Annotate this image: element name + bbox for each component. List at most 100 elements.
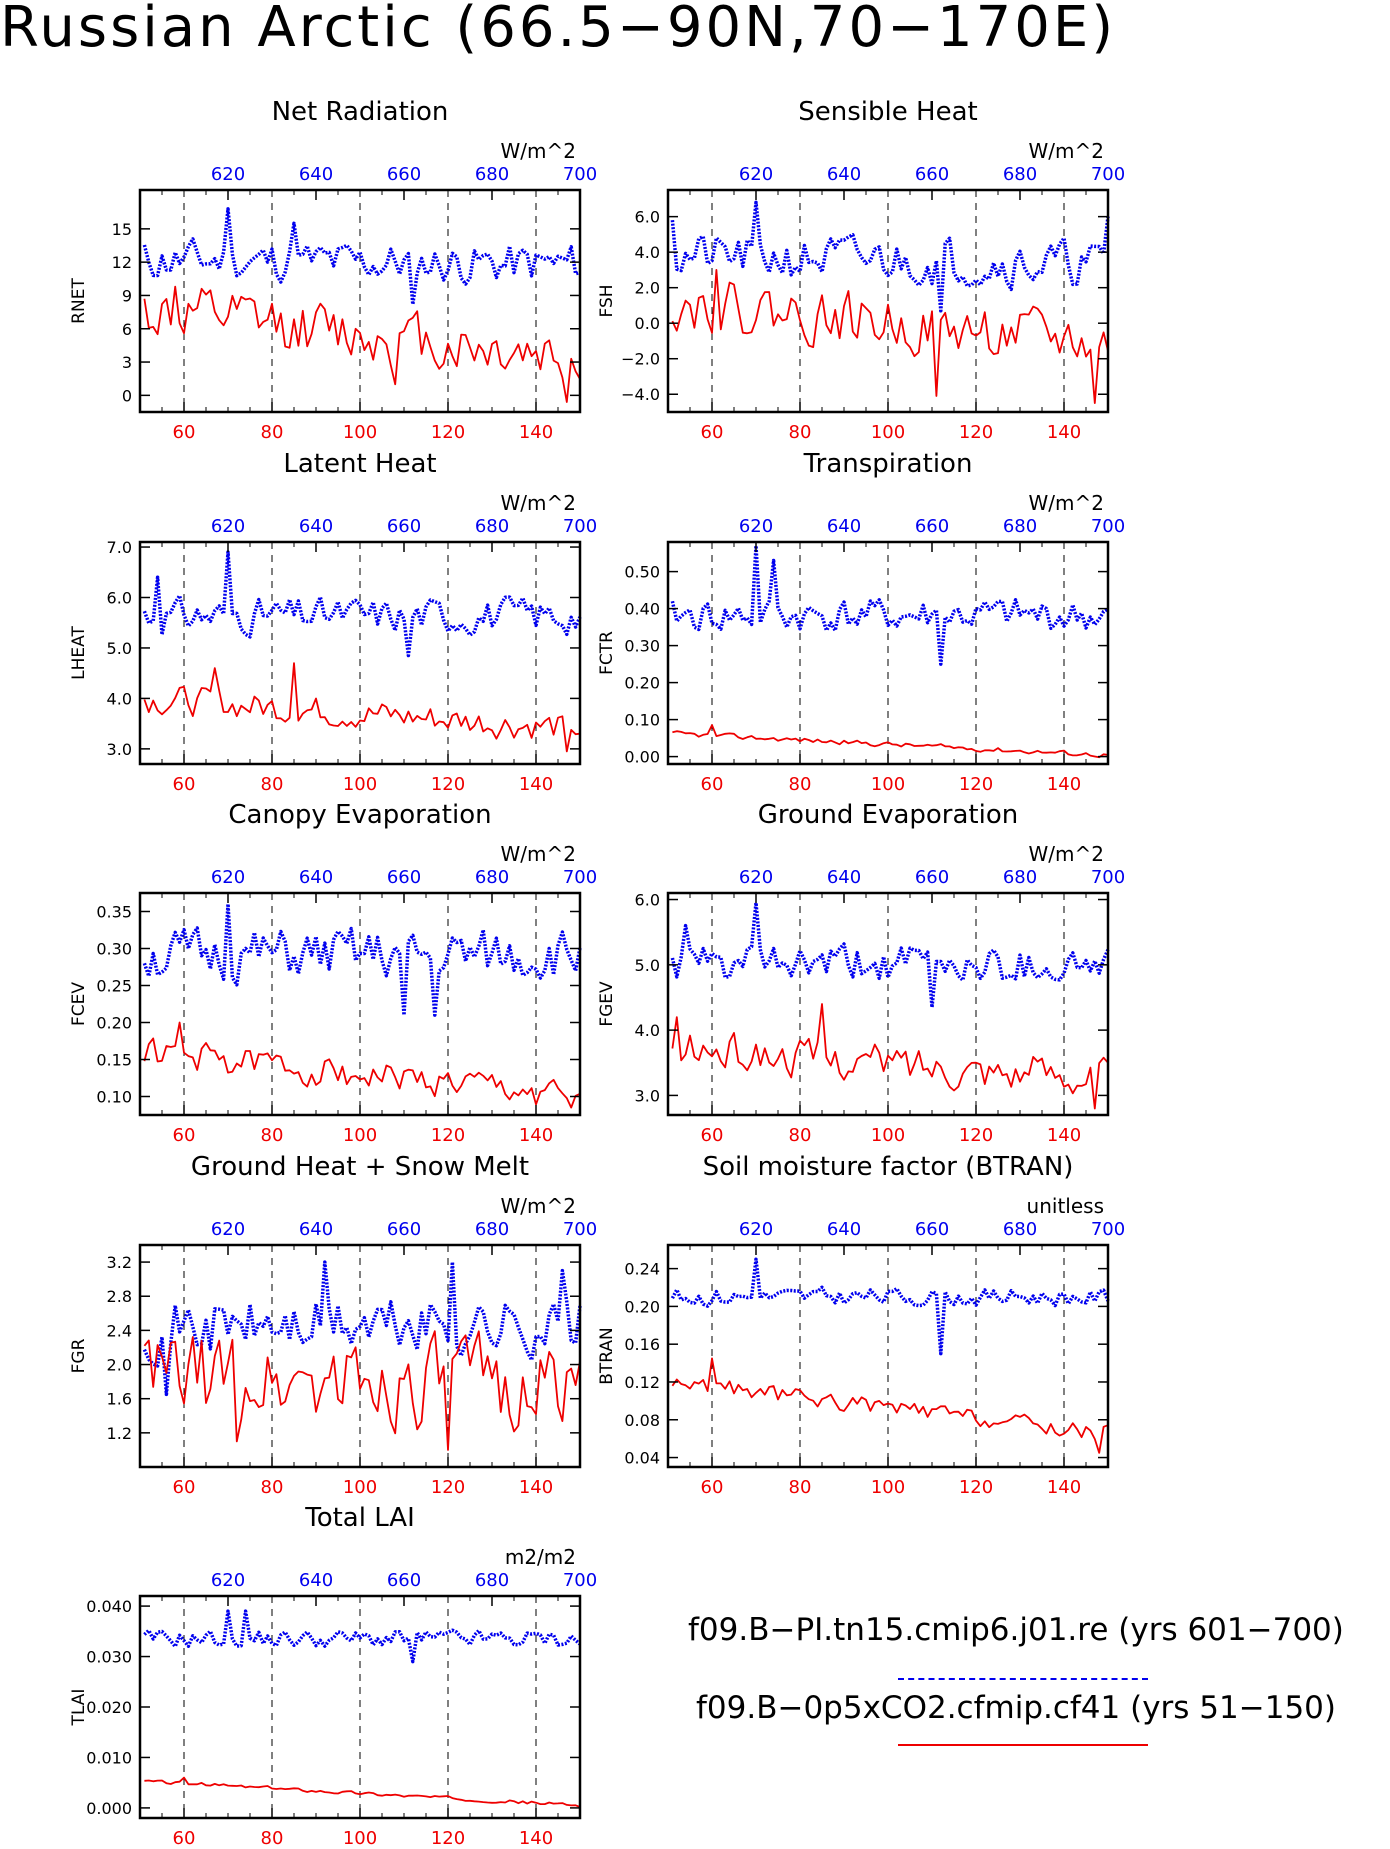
x-tick-label: 120 xyxy=(959,1125,993,1146)
y-axis-label: LHEAT xyxy=(69,626,89,680)
y-tick-label: 1.2 xyxy=(107,1424,132,1443)
y-tick-label: 0.16 xyxy=(624,1335,660,1354)
panel-lheat: Latent Heat W/m^2 60 80 100 120 140 620 640 660 68… xyxy=(69,449,597,795)
panel-title: Sensible Heat xyxy=(798,97,977,127)
panel-title: Transpiration xyxy=(803,449,973,479)
y-axis-label: FSH xyxy=(597,284,617,317)
y-tick-label: 6.0 xyxy=(635,208,660,227)
y-tick-label: 0.10 xyxy=(96,1088,132,1107)
y-tick-label: 12 xyxy=(112,253,132,272)
panel-title: Canopy Evaporation xyxy=(228,800,491,830)
x-tick-label: 100 xyxy=(871,1477,905,1498)
y-tick-label: 3.2 xyxy=(107,1253,132,1272)
y-tick-label: 0.040 xyxy=(86,1597,132,1616)
x-tick-label: 80 xyxy=(261,1828,284,1849)
x-top-tick-label: 640 xyxy=(827,1219,861,1240)
y-tick-label: 0.40 xyxy=(624,600,660,619)
y-tick-label: 0.0 xyxy=(635,314,660,333)
series-line-experiment xyxy=(671,269,1109,404)
series-line-control xyxy=(670,200,1110,313)
x-tick-label: 140 xyxy=(1047,1477,1081,1498)
y-tick-label: 4.0 xyxy=(107,689,132,708)
x-tick-label: 100 xyxy=(871,774,905,795)
y-tick-label: 0.20 xyxy=(624,674,660,693)
legend-swatch-control xyxy=(898,1678,1148,1680)
x-tick-label: 80 xyxy=(789,1125,812,1146)
series-line-experiment xyxy=(143,1021,581,1109)
x-top-tick-label: 660 xyxy=(387,867,421,888)
series-line-control xyxy=(670,901,1110,1010)
x-top-tick-label: 660 xyxy=(387,1219,421,1240)
x-top-tick-label: 620 xyxy=(211,867,245,888)
panel-fgr: Ground Heat + Snow Melt W/m^2 60 80 100 120 14… xyxy=(69,1152,597,1498)
x-tick-label: 140 xyxy=(1047,422,1081,443)
panel-fgev: Ground Evaporation W/m^2 60 80 100 120 140 620 6… xyxy=(597,800,1125,1146)
x-tick-label: 140 xyxy=(519,774,553,795)
y-tick-label: −4.0 xyxy=(621,385,660,404)
y-axis-label: BTRAN xyxy=(597,1327,617,1385)
series-line-experiment xyxy=(143,1330,581,1451)
y-tick-label: 15 xyxy=(112,220,132,239)
panel-fctr: Transpiration W/m^2 60 80 100 120 140 620 640 660… xyxy=(597,449,1125,795)
x-tick-label: 140 xyxy=(519,1828,553,1849)
series-line-experiment xyxy=(671,1357,1109,1454)
y-tick-label: 0.25 xyxy=(96,977,132,996)
y-tick-label: 3 xyxy=(122,353,132,372)
y-tick-label: 0.20 xyxy=(96,1014,132,1033)
x-top-tick-label: 660 xyxy=(387,516,421,537)
x-top-tick-label: 660 xyxy=(387,1570,421,1591)
y-axis-label: FGR xyxy=(69,1338,89,1373)
x-tick-label: 60 xyxy=(173,1477,196,1498)
units-label: m2/m2 xyxy=(505,1545,576,1569)
y-tick-label: 0 xyxy=(122,386,132,405)
x-top-tick-label: 620 xyxy=(211,1219,245,1240)
panel-fcev: Canopy Evaporation W/m^2 60 80 100 120 140 620 6… xyxy=(69,800,597,1146)
y-axis-label: TLAI xyxy=(69,1689,89,1727)
x-tick-label: 100 xyxy=(871,1125,905,1146)
y-tick-label: 0.30 xyxy=(96,940,132,959)
x-tick-label: 80 xyxy=(789,774,812,795)
x-top-tick-label: 700 xyxy=(1091,164,1125,185)
x-top-tick-label: 700 xyxy=(563,1219,597,1240)
y-tick-label: 6.0 xyxy=(107,589,132,608)
x-top-tick-label: 680 xyxy=(475,164,509,185)
x-top-tick-label: 700 xyxy=(563,867,597,888)
y-tick-label: 3.0 xyxy=(107,740,132,759)
y-tick-label: 2.4 xyxy=(107,1321,132,1340)
x-tick-label: 140 xyxy=(519,422,553,443)
y-axis-label: RNET xyxy=(69,278,89,324)
y-tick-label: 0.24 xyxy=(624,1260,660,1279)
legend-label-control: f09.B−PI.tn15.cmip6.j01.re (yrs 601−700) xyxy=(688,1612,1344,1648)
x-tick-label: 100 xyxy=(343,1477,377,1498)
panel-tlai: Total LAI m2/m2 60 80 100 120 140 620 640 660 680 7… xyxy=(69,1503,597,1849)
x-top-tick-label: 620 xyxy=(211,1570,245,1591)
x-top-tick-label: 640 xyxy=(299,867,333,888)
x-top-tick-label: 660 xyxy=(915,867,949,888)
page-title: Russian Arctic (66.5−90N,70−170E) xyxy=(0,0,1117,60)
x-tick-label: 140 xyxy=(519,1125,553,1146)
x-tick-label: 100 xyxy=(343,1828,377,1849)
x-top-tick-label: 660 xyxy=(915,1219,949,1240)
x-tick-label: 100 xyxy=(343,422,377,443)
y-tick-label: 0.030 xyxy=(86,1648,132,1667)
x-top-tick-label: 620 xyxy=(739,164,773,185)
x-top-tick-label: 680 xyxy=(475,1570,509,1591)
y-tick-label: 0.08 xyxy=(624,1411,660,1430)
x-tick-label: 60 xyxy=(701,1477,724,1498)
y-tick-label: 0.020 xyxy=(86,1698,132,1717)
x-tick-label: 80 xyxy=(789,422,812,443)
x-tick-label: 140 xyxy=(519,1477,553,1498)
x-top-tick-label: 640 xyxy=(827,164,861,185)
y-tick-label: 0.00 xyxy=(624,748,660,767)
x-tick-label: 120 xyxy=(431,422,465,443)
y-tick-label: 2.0 xyxy=(635,279,660,298)
units-label: W/m^2 xyxy=(501,491,576,515)
x-tick-label: 60 xyxy=(173,422,196,443)
x-top-tick-label: 620 xyxy=(211,516,245,537)
series-line-experiment xyxy=(143,285,581,403)
y-tick-label: 0.010 xyxy=(86,1748,132,1767)
y-tick-label: 0.12 xyxy=(624,1373,660,1392)
x-tick-label: 60 xyxy=(701,422,724,443)
